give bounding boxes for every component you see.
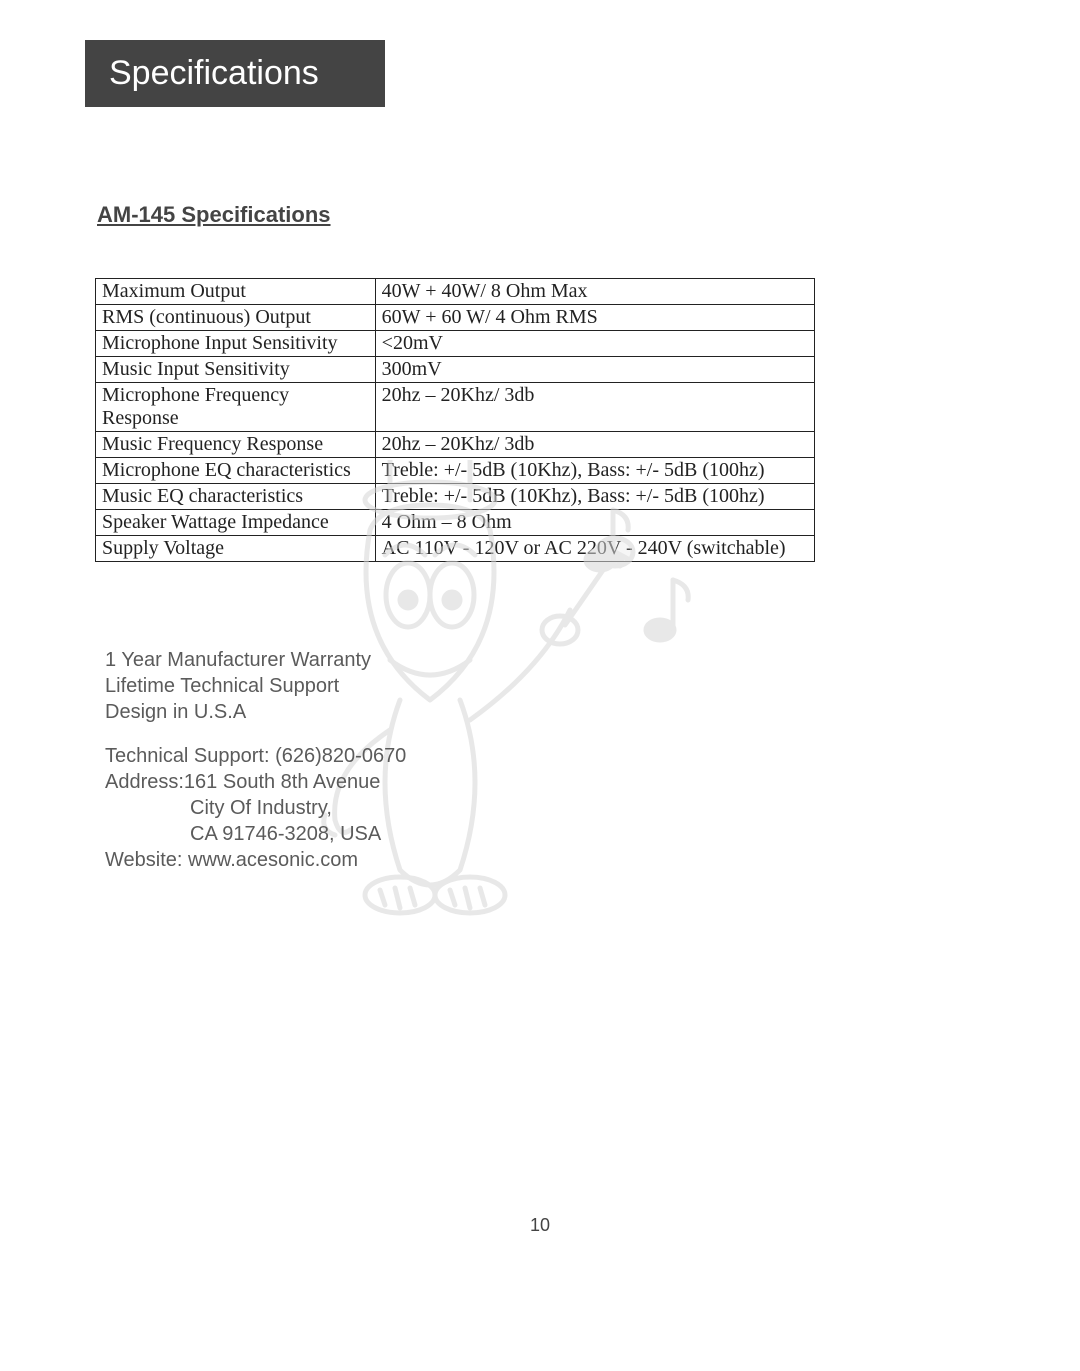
tech-support-text: Technical Support: (626)820-0670 <box>105 743 995 769</box>
lifetime-support-text: Lifetime Technical Support <box>105 673 995 699</box>
info-block: 1 Year Manufacturer Warranty Lifetime Te… <box>105 647 995 873</box>
table-row: Music Frequency Response 20hz – 20Khz/ 3… <box>96 432 815 458</box>
warranty-text: 1 Year Manufacturer Warranty <box>105 647 995 673</box>
spec-value: 300mV <box>375 357 814 383</box>
spec-label: Microphone Input Sensitivity <box>96 331 376 357</box>
spec-value: 60W + 60 W/ 4 Ohm RMS <box>375 305 814 331</box>
header-title: Specifications <box>109 54 319 92</box>
spec-label: Music Frequency Response <box>96 432 376 458</box>
spec-label: Microphone Frequency Response <box>96 383 376 432</box>
spec-value: <20mV <box>375 331 814 357</box>
table-row: Microphone Input Sensitivity <20mV <box>96 331 815 357</box>
table-row: RMS (continuous) Output 60W + 60 W/ 4 Oh… <box>96 305 815 331</box>
spec-label: RMS (continuous) Output <box>96 305 376 331</box>
section-title: AM-145 Specifications <box>97 202 995 228</box>
table-row: Music Input Sensitivity 300mV <box>96 357 815 383</box>
header-bar: Specifications <box>85 40 385 107</box>
spec-value: 40W + 40W/ 8 Ohm Max <box>375 279 814 305</box>
address-line1: Address:161 South 8th Avenue <box>105 769 995 795</box>
address-line3: CA 91746-3208, USA <box>190 821 995 847</box>
website-text: Website: www.acesonic.com <box>105 847 995 873</box>
spec-value: 20hz – 20Khz/ 3db <box>375 383 814 432</box>
design-text: Design in U.S.A <box>105 699 995 725</box>
page-number: 10 <box>530 1215 550 1236</box>
spec-value: 20hz – 20Khz/ 3db <box>375 432 814 458</box>
address-line2: City Of Industry, <box>190 795 995 821</box>
spec-label: Maximum Output <box>96 279 376 305</box>
spec-label: Music Input Sensitivity <box>96 357 376 383</box>
table-row: Microphone Frequency Response 20hz – 20K… <box>96 383 815 432</box>
table-row: Maximum Output 40W + 40W/ 8 Ohm Max <box>96 279 815 305</box>
